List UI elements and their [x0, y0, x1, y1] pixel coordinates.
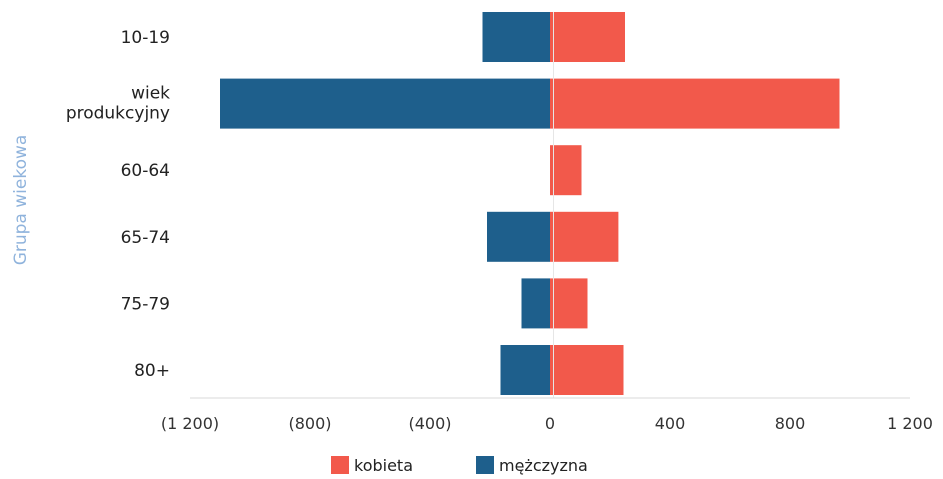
category-label-65-74: 65-74 [121, 228, 170, 248]
legend-swatch-mezczyzna [476, 456, 494, 474]
bar-kobieta-80 [550, 345, 624, 395]
bar-mezczyzna-wiek-produkcyjny [220, 78, 550, 129]
x-tick-label: (800) [288, 414, 331, 433]
category-label-80: 80+ [134, 361, 170, 381]
category-label-75-79: 75-79 [121, 294, 170, 314]
legend: kobieta mężczyzna [331, 456, 588, 475]
bar-mezczyzna-80 [500, 345, 550, 395]
bar-mezczyzna-75-79 [521, 278, 550, 329]
x-tick-labels: (1 200) (800) (400) 0 400 800 1 200 [161, 414, 933, 433]
bars-group [220, 12, 840, 398]
category-label-10-19: 10-19 [121, 28, 170, 48]
category-label-60-64: 60-64 [121, 161, 170, 181]
x-tick-label: (1 200) [161, 414, 219, 433]
x-tick-label: 0 [545, 414, 555, 433]
x-tick-label: 400 [655, 414, 686, 433]
x-tick-label: 800 [775, 414, 806, 433]
bar-kobieta-10-19 [550, 12, 625, 62]
y-axis-title: Grupa wiekowa [11, 135, 31, 266]
category-label-wiek-produkcyjny: wiek produkcyjny [66, 84, 170, 124]
x-tick-label: (400) [408, 414, 451, 433]
x-tick-label: 1 200 [887, 414, 933, 433]
bar-kobieta-75-79 [550, 278, 588, 329]
legend-swatch-kobieta [331, 456, 349, 474]
legend-label-mezczyzna: mężczyzna [499, 456, 588, 475]
bar-kobieta-60-64 [550, 145, 582, 196]
bar-kobieta-wiek-produkcyjny [550, 78, 840, 129]
bar-kobieta-65-74 [550, 211, 619, 262]
bar-mezczyzna-10-19 [482, 12, 550, 62]
bar-mezczyzna-65-74 [487, 211, 550, 262]
category-labels: 10-19 wiek produkcyjny 60-64 65-74 75-79 80+ [66, 28, 170, 381]
legend-label-kobieta: kobieta [354, 456, 413, 475]
